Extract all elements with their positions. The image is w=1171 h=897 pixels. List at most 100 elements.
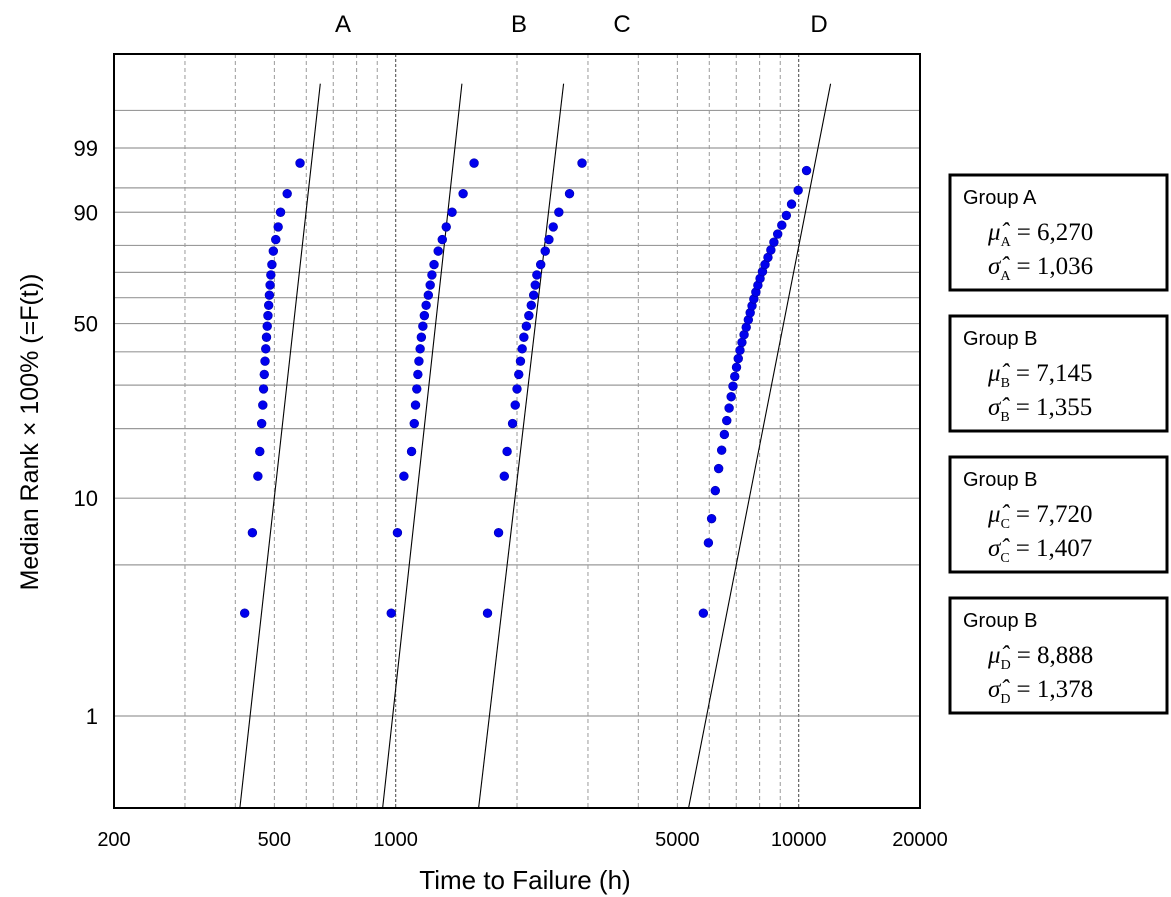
data-point xyxy=(410,400,421,410)
data-point xyxy=(275,207,286,217)
parameter-box-title: Group B xyxy=(963,469,1037,491)
mu-subscript: D xyxy=(1001,658,1011,673)
data-point xyxy=(263,300,274,310)
data-point xyxy=(564,188,575,199)
data-point xyxy=(530,280,540,290)
parameter-box-title: Group A xyxy=(963,187,1037,209)
y-tick-label: 1 xyxy=(86,704,98,729)
fit-line-c xyxy=(478,83,565,808)
fit-line-d xyxy=(688,83,832,808)
data-point xyxy=(262,321,272,331)
data-point xyxy=(510,400,520,410)
data-point xyxy=(735,345,745,356)
data-point xyxy=(264,290,275,300)
data-point xyxy=(544,234,554,245)
data-point xyxy=(295,158,305,168)
data-point xyxy=(482,608,493,618)
data-point xyxy=(710,485,721,496)
label-layer: A B C D 200 500 1000 5000 10000 20000 1 10 50 90 99 Tim… xyxy=(16,11,948,895)
sigma-subscript: C xyxy=(1000,551,1009,566)
data-point xyxy=(726,392,736,402)
data-point xyxy=(247,528,258,538)
mu-value: = 8,888 xyxy=(1017,642,1094,669)
parameter-box-title: Group B xyxy=(963,610,1037,632)
x-tick-label: 20000 xyxy=(892,829,948,851)
series-a xyxy=(239,83,321,808)
mu-value: = 6,270 xyxy=(1017,219,1094,246)
data-point xyxy=(519,332,529,342)
series-b xyxy=(382,83,479,808)
data-point xyxy=(781,210,792,221)
series-label-b: B xyxy=(511,11,527,38)
data-point xyxy=(427,270,437,280)
series-c xyxy=(478,83,587,808)
data-point xyxy=(786,199,797,209)
data-point xyxy=(801,165,812,176)
data-point xyxy=(258,400,268,410)
data-point xyxy=(493,528,504,538)
data-point xyxy=(255,446,265,457)
data-point xyxy=(713,463,724,474)
sigma-subscript: A xyxy=(1000,269,1011,284)
data-point xyxy=(502,446,512,457)
x-tick-label: 10000 xyxy=(771,829,827,851)
data-point xyxy=(719,429,730,440)
series-label-a: A xyxy=(335,11,351,38)
parameter-box-frame xyxy=(948,314,1169,433)
data-point xyxy=(730,371,740,382)
data-point xyxy=(772,229,783,239)
data-point xyxy=(447,207,457,217)
data-point xyxy=(733,353,743,364)
data-point xyxy=(458,188,468,199)
y-tick-label: 90 xyxy=(74,200,98,225)
data-point xyxy=(724,403,734,413)
y-tick-label: 10 xyxy=(74,486,98,511)
sigma-estimate: σ̂A = 1,036 xyxy=(988,253,1093,284)
data-point xyxy=(515,356,526,366)
data-point xyxy=(499,471,509,481)
data-point xyxy=(777,220,787,230)
data-point xyxy=(728,381,738,391)
data-point xyxy=(416,332,427,342)
data-point xyxy=(577,158,587,168)
sigma-value: = 1,407 xyxy=(1016,535,1093,562)
parameter-box-frame xyxy=(948,596,1169,715)
y-tick-label: 50 xyxy=(74,312,98,337)
plot-layer xyxy=(113,53,921,809)
data-point xyxy=(263,310,273,321)
data-point xyxy=(271,234,281,245)
data-point xyxy=(265,280,275,290)
mu-subscript: C xyxy=(1001,517,1010,532)
data-point xyxy=(521,321,532,331)
data-point xyxy=(433,246,443,256)
data-point xyxy=(253,471,263,481)
y-tick-label: 99 xyxy=(74,136,98,161)
data-point xyxy=(554,207,564,217)
data-point xyxy=(418,321,428,331)
sigma-value: = 1,036 xyxy=(1016,253,1093,280)
x-tick-label: 1000 xyxy=(373,829,418,851)
data-point xyxy=(698,608,709,618)
sigma-value: = 1,355 xyxy=(1016,394,1093,421)
plot-frame xyxy=(113,53,921,809)
x-axis-title: Time to Failure (h) xyxy=(419,865,630,895)
data-point xyxy=(261,344,271,354)
data-point xyxy=(528,290,539,300)
series-layer xyxy=(239,83,832,808)
data-point xyxy=(421,300,431,310)
data-point xyxy=(386,608,396,618)
parameter-box-title: Group B xyxy=(963,328,1037,350)
mu-subscript: A xyxy=(1001,235,1012,250)
data-point xyxy=(409,418,419,429)
parameter-box-frame xyxy=(948,455,1169,574)
fit-line-a xyxy=(239,83,321,808)
mu-value: = 7,145 xyxy=(1016,360,1093,387)
data-point xyxy=(793,185,803,195)
plot-area xyxy=(114,54,920,808)
data-point xyxy=(517,344,527,354)
series-label-c: C xyxy=(613,11,630,38)
